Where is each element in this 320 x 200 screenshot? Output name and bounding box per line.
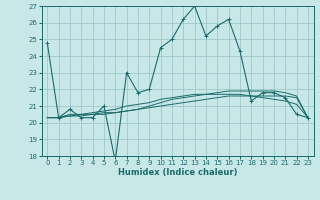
X-axis label: Humidex (Indice chaleur): Humidex (Indice chaleur)	[118, 168, 237, 177]
